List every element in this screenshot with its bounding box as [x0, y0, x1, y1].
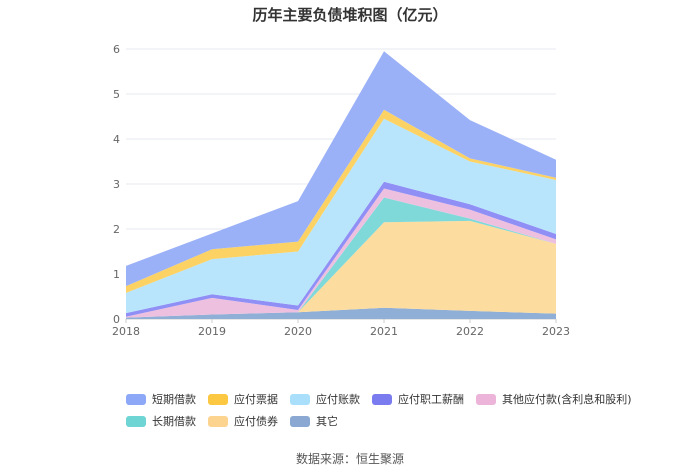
data-source: 数据来源：恒生聚源: [295, 452, 404, 466]
legend-label: 应付职工薪酬: [398, 393, 464, 406]
legend-item-bonds-payable[interactable]: 应付债券: [208, 413, 278, 429]
area-series: [126, 118, 556, 314]
legend-swatch: [290, 415, 310, 427]
area-series: [126, 188, 556, 318]
legend-label: 短期借款: [152, 393, 196, 406]
legend-label: 其它: [316, 415, 338, 428]
legend-label: 其他应付款(含利息和股利): [502, 393, 632, 406]
area-series: [126, 109, 556, 293]
legend-swatch: [126, 393, 146, 405]
legend-item-employee-payable[interactable]: 应付职工薪酬: [372, 391, 464, 407]
chart-title: 历年主要负债堆积图（亿元）: [252, 6, 448, 24]
legend-item-others[interactable]: 其它: [290, 413, 338, 429]
x-tick-label: 2019: [198, 325, 226, 338]
legend-item-long-term-loans[interactable]: 长期借款: [126, 413, 196, 429]
legend-swatch: [126, 415, 146, 427]
y-tick-label: 4: [113, 133, 120, 146]
x-tick-label: 2020: [284, 325, 312, 338]
chart-legend: 短期借款 应付票据 应付账款 应付职工薪酬 其他应付款(含利息和股利) 长期借款…: [126, 388, 686, 432]
legend-item-accounts-payable[interactable]: 应付账款: [290, 391, 360, 407]
legend-item-other-payables[interactable]: 其他应付款(含利息和股利): [476, 391, 632, 407]
y-tick-label: 0: [113, 313, 120, 326]
legend-label: 应付债券: [234, 415, 278, 428]
y-tick-label: 3: [113, 178, 120, 191]
legend-item-notes-payable[interactable]: 应付票据: [208, 391, 278, 407]
area-series: [126, 197, 556, 318]
area-series: [126, 307, 556, 319]
area-series: [126, 220, 556, 318]
legend-swatch: [476, 393, 496, 405]
legend-label: 应付账款: [316, 393, 360, 406]
legend-swatch: [290, 393, 310, 405]
legend-label: 应付票据: [234, 393, 278, 406]
x-tick-label: 2023: [542, 325, 570, 338]
stacked-area-chart: 0 1 2 3 4 5 6 2018 2019 2020 2021 2022 2023: [112, 43, 570, 338]
legend-row-1: 短期借款 应付票据 应付账款 应付职工薪酬 其他应付款(含利息和股利): [126, 388, 686, 410]
x-tick-label: 2022: [456, 325, 484, 338]
x-tick-label: 2018: [112, 325, 140, 338]
y-tick-label: 6: [113, 43, 120, 56]
x-tick-label: 2021: [370, 325, 398, 338]
y-tick-label: 5: [113, 88, 120, 101]
y-tick-label: 2: [113, 223, 120, 236]
legend-label: 长期借款: [152, 415, 196, 428]
legend-swatch: [208, 415, 228, 427]
legend-swatch: [372, 393, 392, 405]
legend-swatch: [208, 393, 228, 405]
y-tick-label: 1: [113, 268, 120, 281]
area-series: [126, 181, 556, 317]
legend-row-2: 长期借款 应付债券 其它: [126, 410, 686, 432]
area-series: [126, 51, 556, 287]
legend-item-short-term-loans[interactable]: 短期借款: [126, 391, 196, 407]
